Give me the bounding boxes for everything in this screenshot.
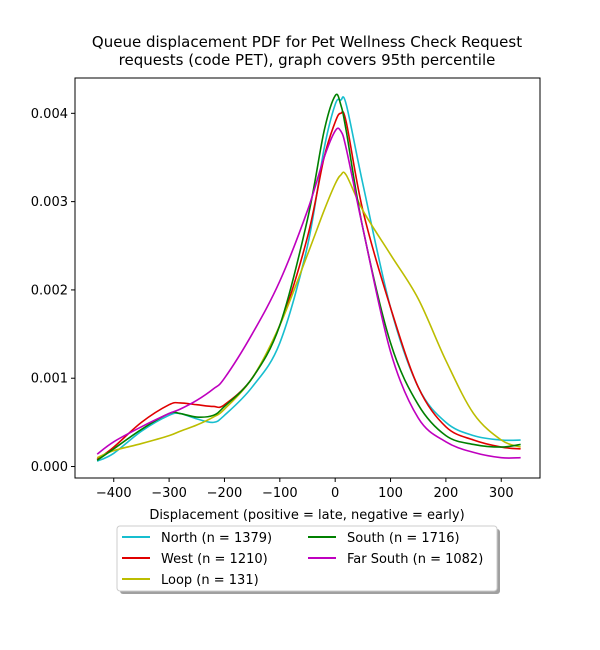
chart-title-line: Queue displacement PDF for Pet Wellness … [92, 33, 522, 51]
legend-box [116, 525, 498, 592]
legend-entry-label: North (n = 1379) [161, 531, 272, 546]
legend-entry-label: South (n = 1716) [347, 531, 460, 546]
series-line-4 [96, 127, 521, 459]
y-tick-label: 0.002 [31, 283, 68, 298]
x-tick-label: 300 [489, 486, 514, 501]
plot-area: −400 −300 −200 −100 0 100 200 300 0.000 0.001 0.00… [31, 77, 541, 501]
series-line-1 [96, 110, 521, 461]
x-tick-label: −100 [262, 486, 298, 501]
chart-title: Queue displacement PDF for Pet Wellness … [92, 33, 522, 69]
x-tick-label: 0 [331, 486, 339, 501]
x-tick-label: −400 [96, 486, 132, 501]
legend-entry-label: West (n = 1210) [161, 552, 268, 567]
y-tick-label: 0.003 [31, 195, 68, 210]
y-tick-label: 0.001 [31, 372, 68, 387]
series-line-2 [96, 171, 521, 459]
y-tick-label: 0.004 [31, 107, 68, 122]
x-tick-label: 100 [378, 486, 403, 501]
chart-title-line: requests (code PET), graph covers 95th p… [119, 51, 496, 69]
x-tick-label: 200 [433, 486, 458, 501]
y-tick-label: 0.000 [31, 460, 68, 475]
legend-entry-label: Loop (n = 131) [161, 573, 259, 588]
x-axis-label: Displacement (positive = late, negative … [149, 508, 464, 523]
axes-frame [74, 77, 541, 479]
series-line-3 [96, 93, 521, 461]
x-tick-label: −200 [207, 486, 243, 501]
legend: North (n = 1379) West (n = 1210) Loop (n =… [116, 525, 500, 594]
legend-entry-label: Far South (n = 1082) [347, 552, 483, 567]
x-tick-label: −300 [151, 486, 187, 501]
